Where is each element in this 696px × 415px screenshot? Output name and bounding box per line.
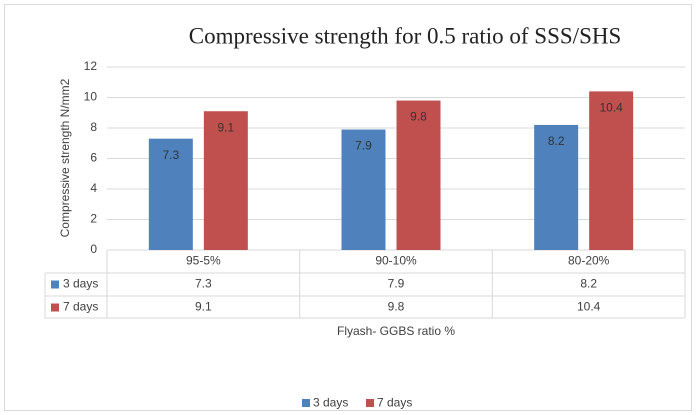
y-tick-label: 0 [90, 242, 97, 256]
table-value: 7.3 [195, 277, 212, 291]
bar [534, 124, 579, 250]
table-value: 9.1 [195, 300, 212, 314]
table-legend-key [51, 280, 59, 289]
y-tick-label: 12 [84, 59, 98, 73]
legend-key [302, 399, 310, 407]
y-tick-label: 10 [84, 90, 98, 104]
table-value: 7.9 [388, 277, 405, 291]
x-tick-label: 90-10% [375, 254, 417, 268]
x-axis-label: Flyash- GGBS ratio % [337, 324, 455, 338]
table-value: 8.2 [580, 277, 597, 291]
legend-label: 3 days [313, 396, 348, 410]
y-tick-label: 6 [90, 151, 97, 165]
table-legend-key [51, 303, 59, 312]
y-tick-label: 4 [90, 181, 97, 195]
x-tick-label: 80-20% [568, 254, 610, 268]
table-value: 10.4 [577, 300, 601, 314]
bar [589, 91, 634, 251]
data-label: 10.4 [599, 101, 623, 115]
table-row-label: 7 days [63, 300, 98, 314]
table-row-label: 3 days [63, 277, 98, 291]
table-value: 9.8 [388, 300, 405, 314]
chart-title: Compressive strength for 0.5 ratio of SS… [189, 23, 622, 48]
bar [148, 138, 193, 250]
data-label: 9.1 [217, 120, 234, 134]
data-label: 8.2 [548, 134, 565, 148]
data-label: 7.9 [355, 139, 372, 153]
bar [203, 111, 248, 250]
x-tick-label: 95-5% [186, 254, 221, 268]
legend-label: 7 days [377, 396, 412, 410]
y-axis-label: Compressive strength N/mm2 [58, 78, 72, 237]
bar [341, 129, 386, 250]
data-label: 9.8 [410, 110, 427, 124]
bar [396, 100, 441, 250]
legend-key [366, 399, 374, 407]
y-tick-label: 2 [90, 212, 97, 226]
y-tick-label: 8 [90, 120, 97, 134]
data-label: 7.3 [162, 148, 179, 162]
